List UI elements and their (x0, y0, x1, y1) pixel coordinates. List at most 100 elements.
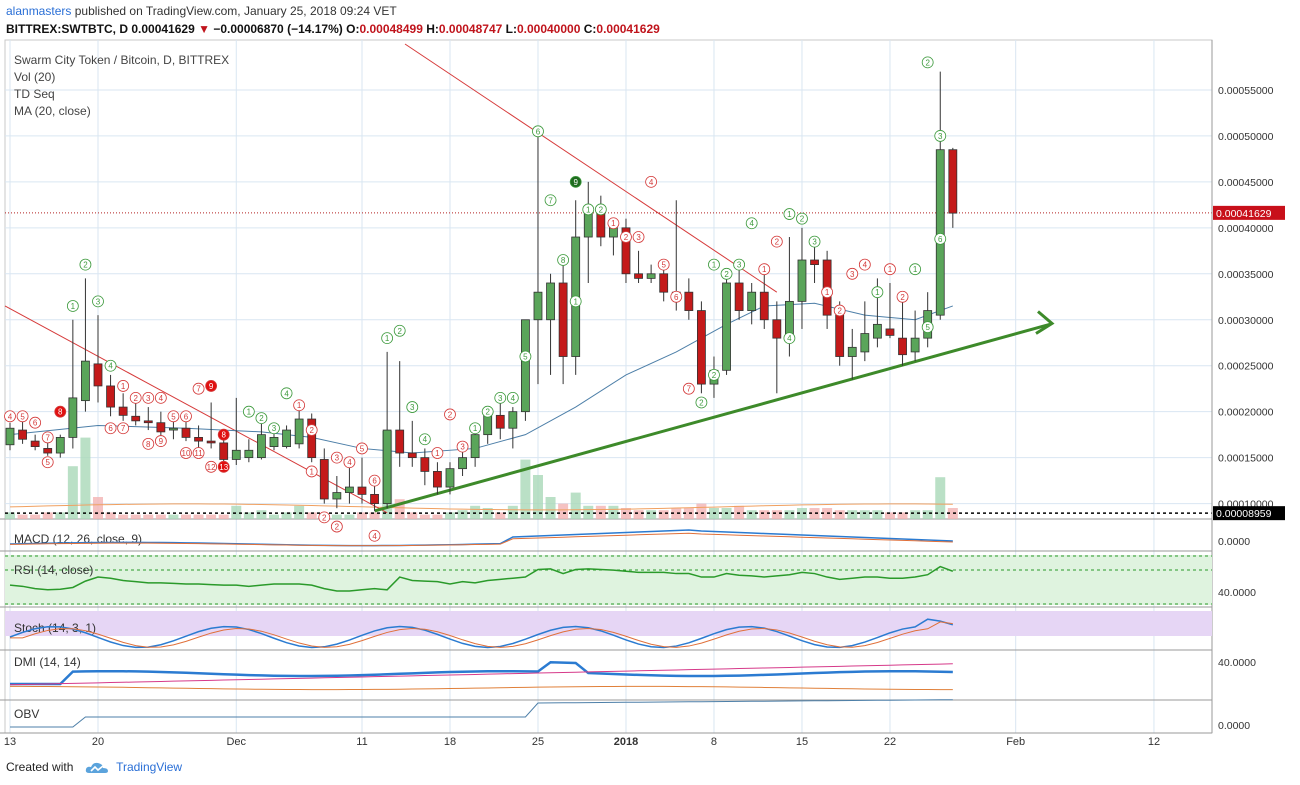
td-seq-circle (117, 380, 130, 392)
td-seq-count: 3 (636, 233, 641, 242)
stoch-band (5, 611, 1212, 636)
td-seq-count: 4 (284, 389, 289, 398)
td-seq-count: 2 (699, 398, 704, 407)
candle-body (319, 459, 329, 500)
td-seq-count: 1 (888, 265, 893, 274)
td-seq-circle (129, 391, 142, 404)
td-seq-count: 7 (45, 433, 50, 442)
time-tick-label: 13 (4, 736, 16, 748)
close-label: C: (583, 22, 597, 36)
volume-bar (369, 512, 380, 519)
candle-body (169, 427, 178, 431)
candle-body (847, 346, 857, 357)
support-tag (1213, 506, 1285, 521)
td-seq-circle (456, 440, 469, 453)
candle (395, 361, 405, 467)
created-with-text: Created with (6, 760, 74, 774)
rsi-band (5, 555, 1212, 605)
td-seq-count: 1 (825, 288, 830, 297)
candle-body (797, 259, 807, 302)
publish-line: alanmasters published on TradingView.com… (6, 4, 397, 18)
td-seq-count: 2 (83, 261, 88, 270)
td-seq-circle (871, 286, 884, 299)
td-seq-circle (180, 447, 192, 459)
candle-body (483, 414, 493, 436)
legend: Swarm City Token / Bitcoin, D, BITTREX V… (14, 53, 229, 118)
volume-bar (696, 503, 707, 519)
candle (935, 71, 945, 320)
td-seq-count: 1 (611, 219, 616, 228)
candle-body (420, 457, 430, 472)
candle (407, 420, 417, 467)
td-seq-circle (66, 300, 79, 312)
dmi-label: DMI (14, 14) (14, 655, 81, 669)
author-link[interactable]: alanmasters (6, 4, 72, 18)
td-seq-count: 3 (146, 394, 151, 403)
volume-bar (834, 510, 845, 519)
td-seq-count: 3 (96, 297, 101, 306)
td-seq-circle (745, 217, 758, 230)
td-seq-count: 6 (184, 412, 189, 421)
volume-bar (859, 510, 870, 519)
td-seq-circle (846, 267, 859, 280)
td-seq-circle (444, 408, 456, 421)
td-seq-circle (205, 380, 218, 392)
volume-bar (809, 508, 820, 519)
volume-bar (872, 510, 883, 519)
candle-body (759, 291, 769, 321)
volume-bar (243, 512, 254, 519)
dmi-adx-line (10, 660, 953, 686)
volume-bar (784, 510, 795, 519)
td-seq-circle (896, 290, 909, 303)
candle-body (609, 227, 618, 238)
price-tick-label: 0.00040000 (1218, 223, 1274, 235)
volume-bar (746, 510, 757, 519)
candle (621, 218, 631, 283)
volume-bar (281, 512, 292, 519)
price-tick-label: 0.00035000 (1218, 269, 1274, 281)
price-tick-label: 0.00045000 (1218, 177, 1274, 189)
td-seq-circle (4, 410, 16, 423)
candle-body (106, 385, 115, 408)
td-seq-count: 5 (925, 323, 930, 332)
candle-body (433, 471, 442, 488)
open-value: 0.00048499 (359, 22, 423, 36)
candle (508, 407, 518, 449)
td-seq-circle (858, 258, 871, 271)
time-tick-label: 2018 (614, 736, 638, 748)
volume-bar (595, 505, 606, 519)
published-text: published on TradingView.com, January 25… (74, 4, 397, 18)
td-seq-count: 1 (787, 210, 792, 219)
td-seq-circle (356, 442, 368, 455)
low-value: 0.00040000 (516, 22, 581, 36)
td-seq-count: 8 (221, 431, 226, 440)
candle-body (143, 420, 153, 424)
td-seq-count: 3 (460, 443, 465, 452)
candle (156, 411, 166, 438)
volume-bar (532, 475, 543, 519)
td-seq-circle (16, 410, 29, 423)
td-seq-circle (393, 324, 406, 337)
candle-body (885, 328, 895, 336)
candle (181, 419, 191, 442)
candle-body (55, 437, 65, 454)
td-seq-count: 4 (372, 532, 377, 541)
td-seq-circle (921, 56, 934, 69)
stoch-label: Stoch (14, 3, 1) (14, 621, 96, 635)
td-seq-circle (758, 263, 771, 276)
td-seq-circle (569, 175, 582, 188)
volume-bar (457, 510, 468, 519)
candle (244, 439, 254, 463)
td-seq-count: 4 (863, 261, 868, 270)
candle-body (332, 492, 342, 500)
candle (646, 264, 656, 283)
volume-bar (646, 510, 657, 519)
tradingview-link[interactable]: TradingView (116, 760, 183, 774)
volume-bar (143, 514, 154, 519)
td-seq-circle (217, 428, 230, 441)
candle-body (307, 418, 317, 459)
volume-bar (759, 510, 770, 519)
dmi-plus-line (9, 663, 953, 686)
dmi-tick: 40.0000 (1218, 657, 1256, 669)
